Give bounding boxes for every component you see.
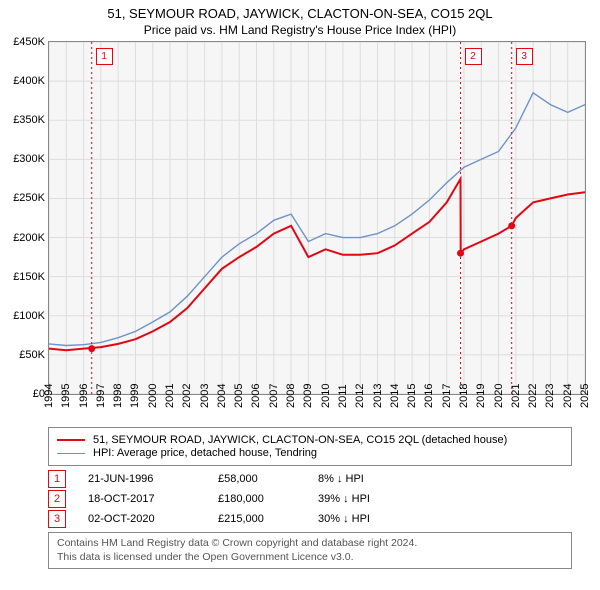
marker-row: 1 21-JUN-1996£58,0008% ↓ HPI	[48, 470, 572, 488]
marker-row-date: 02-OCT-2020	[88, 513, 218, 525]
marker-badge: 3	[516, 48, 533, 65]
marker-row-num: 2	[48, 490, 66, 508]
y-tick-label: £0	[3, 388, 45, 400]
marker-row-pct: 8% ↓ HPI	[318, 473, 428, 485]
marker-row-pct: 39% ↓ HPI	[318, 493, 428, 505]
marker-row-num: 1	[48, 470, 66, 488]
y-tick-label: £100K	[3, 310, 45, 322]
marker-badge: 2	[465, 48, 482, 65]
marker-row-pct: 30% ↓ HPI	[318, 513, 428, 525]
y-tick-label: £250K	[3, 192, 45, 204]
y-tick-label: £150K	[3, 271, 45, 283]
legend-item: HPI: Average price, detached house, Tend…	[57, 447, 563, 459]
marker-row-date: 21-JUN-1996	[88, 473, 218, 485]
footnote-line1: Contains HM Land Registry data © Crown c…	[57, 537, 563, 551]
page-subtitle: Price paid vs. HM Land Registry's House …	[0, 21, 600, 41]
y-tick-label: £300K	[3, 153, 45, 165]
marker-badge: 1	[96, 48, 113, 65]
series-line	[49, 93, 585, 346]
page-title: 51, SEYMOUR ROAD, JAYWICK, CLACTON-ON-SE…	[0, 0, 600, 21]
marker-row-date: 18-OCT-2017	[88, 493, 218, 505]
legend: 51, SEYMOUR ROAD, JAYWICK, CLACTON-ON-SE…	[48, 427, 572, 466]
marker-row-price: £58,000	[218, 473, 318, 485]
y-tick-label: £450K	[3, 36, 45, 48]
y-tick-label: £50K	[3, 349, 45, 361]
legend-swatch	[57, 453, 85, 454]
marker-row: 2 18-OCT-2017£180,00039% ↓ HPI	[48, 490, 572, 508]
legend-label: HPI: Average price, detached house, Tend…	[93, 447, 317, 459]
footnote: Contains HM Land Registry data © Crown c…	[48, 532, 572, 569]
marker-row: 3 02-OCT-2020£215,00030% ↓ HPI	[48, 510, 572, 528]
marker-row-num: 3	[48, 510, 66, 528]
legend-item: 51, SEYMOUR ROAD, JAYWICK, CLACTON-ON-SE…	[57, 434, 563, 446]
y-tick-label: £200K	[3, 232, 45, 244]
markers-table: 1 21-JUN-1996£58,0008% ↓ HPI 2 18-OCT-2017£…	[48, 470, 572, 528]
series-line	[49, 179, 585, 350]
chart-area: £0£50K£100K£150K£200K£250K£300K£350K£400…	[48, 41, 586, 421]
footnote-line2: This data is licensed under the Open Gov…	[57, 551, 563, 565]
legend-label: 51, SEYMOUR ROAD, JAYWICK, CLACTON-ON-SE…	[93, 434, 507, 446]
marker-row-price: £180,000	[218, 493, 318, 505]
chart-svg	[49, 42, 585, 394]
marker-row-price: £215,000	[218, 513, 318, 525]
y-tick-label: £400K	[3, 75, 45, 87]
y-tick-label: £350K	[3, 114, 45, 126]
legend-swatch	[57, 439, 85, 441]
